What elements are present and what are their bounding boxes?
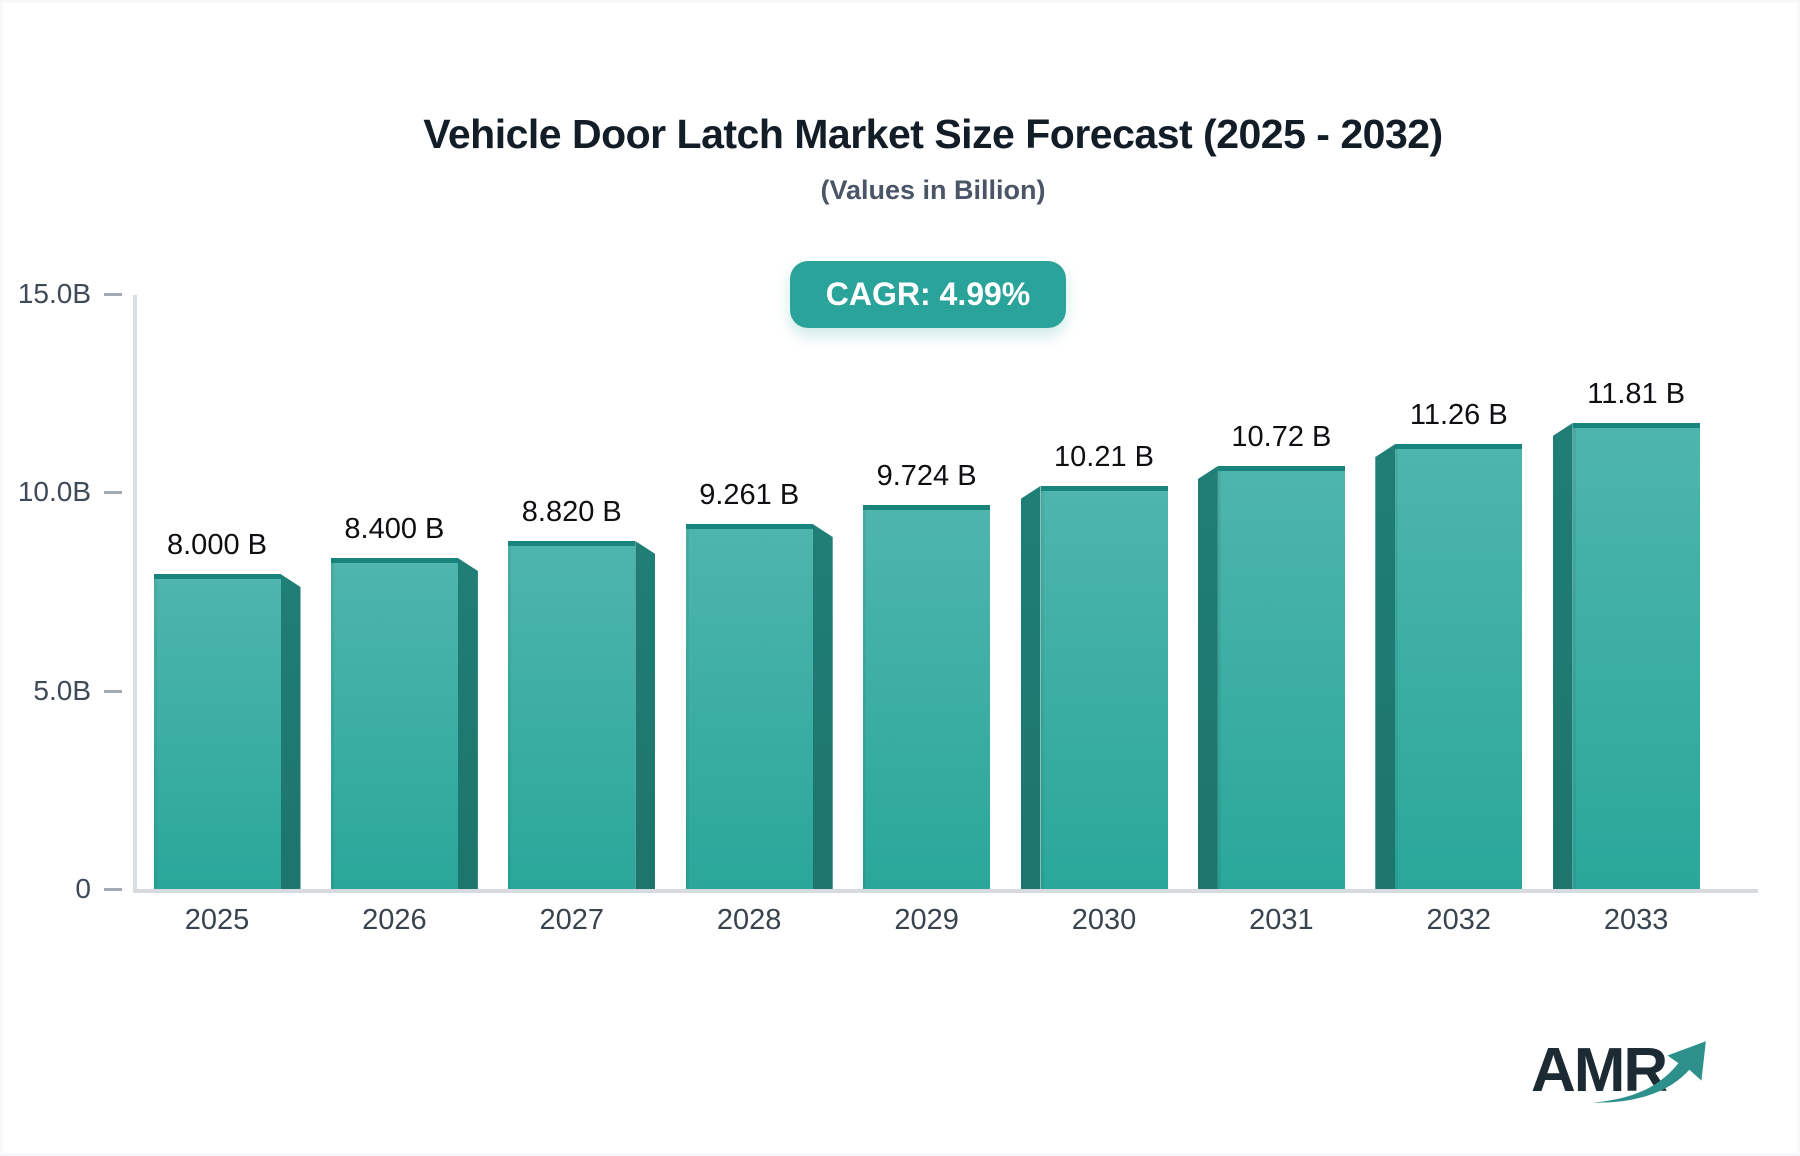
bar-3d-side — [812, 524, 833, 891]
bar — [1040, 486, 1168, 891]
y-axis-tick-label: 5.0B — [33, 674, 91, 706]
y-axis-tick-label: 0 — [75, 873, 91, 904]
amr-logo: AMR — [1531, 1035, 1731, 1115]
x-axis-category-label: 2031 — [1249, 904, 1314, 936]
bar-value-label: 9.724 B — [876, 460, 977, 492]
growth-arrow-icon — [1592, 1041, 1706, 1103]
bar-3d-side — [1197, 466, 1218, 891]
x-axis-category-label: 2032 — [1426, 904, 1492, 936]
y-axis-tick — [104, 491, 122, 495]
bar-3d-side — [635, 541, 656, 891]
bar-3d-side — [1552, 423, 1573, 891]
chart-title: Vehicle Door Latch Market Size Forecast … — [423, 111, 1443, 157]
bar — [685, 524, 813, 891]
bar-value-label: 10.21 B — [1054, 441, 1154, 473]
x-axis-baseline — [133, 889, 1758, 893]
bar-value-label: 10.72 B — [1231, 421, 1332, 453]
y-axis-tick — [104, 293, 122, 297]
y-axis-line — [133, 295, 137, 891]
bar — [1217, 466, 1345, 891]
bar-3d-side — [280, 574, 301, 891]
bar-value-label: 11.26 B — [1409, 399, 1508, 431]
x-axis-category-label: 2029 — [894, 904, 959, 936]
bar — [153, 574, 281, 891]
y-axis-tick-label: 15.0B — [17, 278, 91, 310]
bar-value-label: 11.81 B — [1587, 378, 1686, 410]
bar-value-label: 9.261 B — [699, 479, 800, 511]
x-axis-category-label: 2026 — [362, 904, 427, 936]
bar-value-label: 8.000 B — [167, 529, 267, 561]
chart-subtitle: (Values in Billion) — [820, 175, 1046, 205]
bar — [1395, 444, 1523, 891]
bar-value-label: 8.820 B — [521, 496, 622, 528]
y-axis-tick — [104, 689, 122, 693]
bar-3d-side — [1020, 486, 1041, 891]
x-axis-category-label: 2033 — [1603, 904, 1669, 936]
x-axis-category-label: 2028 — [716, 904, 782, 936]
bar-3d-side — [1375, 444, 1396, 891]
bar-3d-side — [457, 558, 478, 891]
bar — [1572, 423, 1700, 891]
x-axis-category-label: 2030 — [1071, 904, 1137, 936]
y-axis-tick — [104, 888, 122, 891]
bar — [330, 558, 458, 891]
cagr-badge: CAGR: 4.99% — [790, 261, 1066, 328]
x-axis-category-label: 2025 — [184, 904, 250, 936]
x-axis-category-label: 2027 — [539, 904, 605, 936]
bar-value-label: 8.400 B — [344, 513, 445, 545]
bar — [508, 541, 636, 891]
y-axis-tick-label: 10.0B — [17, 476, 91, 508]
bar — [863, 505, 991, 891]
